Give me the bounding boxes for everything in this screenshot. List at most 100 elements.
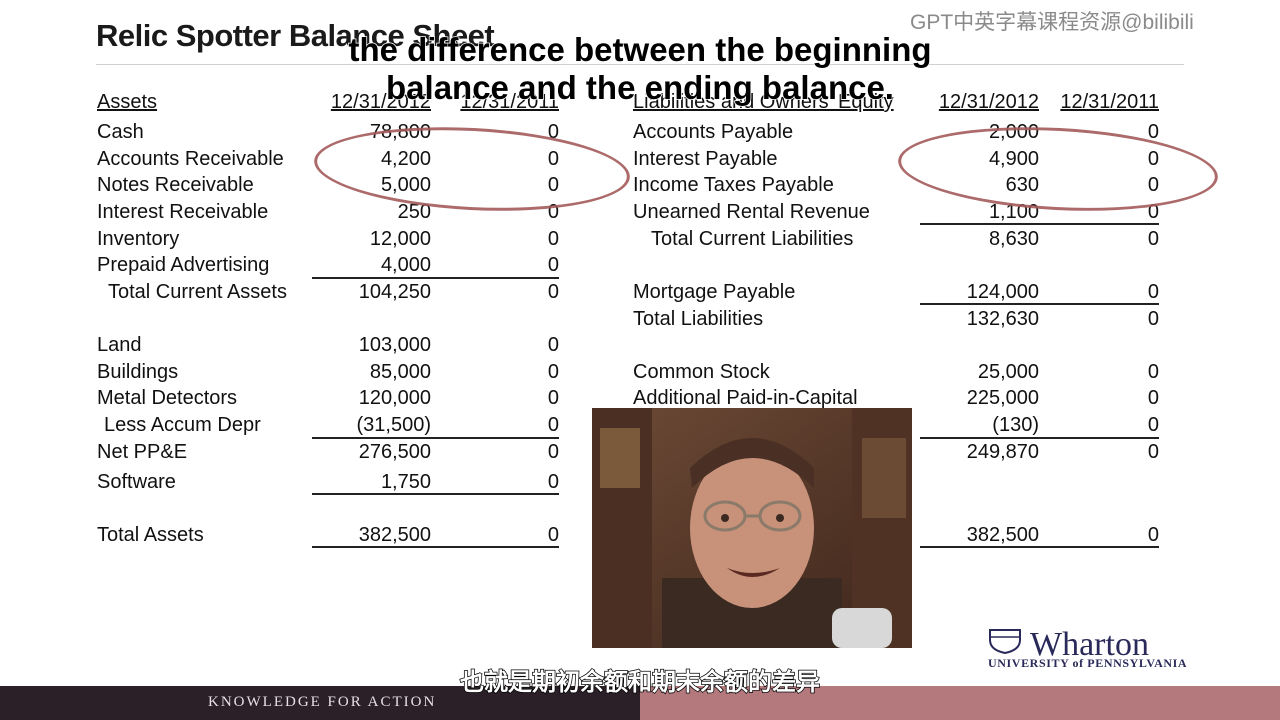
asset-total-2012: 382,500: [358, 524, 431, 546]
subtotal-underline: [920, 437, 1159, 439]
penn-shield-icon: [989, 629, 1021, 654]
asset-total-label: Total Assets: [97, 524, 204, 546]
equity-total-2011: 0: [1147, 441, 1159, 463]
asset-value-2012: (31,500): [356, 414, 432, 436]
liability-value-2011: 0: [1147, 228, 1159, 250]
liab-equity-total-2012: 382,500: [966, 524, 1039, 546]
asset-value-2012: 12,000: [369, 228, 431, 250]
liability-label: Income Taxes Payable: [633, 174, 834, 196]
asset-value-2012: 103,000: [358, 334, 431, 356]
presenter-video: [592, 408, 912, 648]
liability-label: Unearned Rental Revenue: [633, 201, 870, 223]
liability-label: Interest Payable: [633, 148, 778, 170]
asset-value-2011: 0: [547, 201, 559, 223]
asset-value-2011: 0: [547, 148, 559, 170]
subtotal-underline: [312, 277, 559, 279]
asset-label: Metal Detectors: [97, 387, 238, 409]
caption-line-2: balance and the ending balance.: [385, 68, 894, 107]
equity-label: Common Stock: [633, 361, 770, 383]
liability-value-2012: 2,000: [988, 121, 1039, 143]
subtotal-underline: [920, 223, 1159, 225]
asset-value-2011: 0: [547, 228, 559, 250]
asset-value-2011: 0: [547, 334, 559, 356]
wharton-logo-text: Wharton: [1030, 626, 1149, 663]
liability-value-2011: 0: [1147, 308, 1159, 330]
asset-value-2012: 4,200: [380, 148, 431, 170]
asset-value-2011: 0: [547, 387, 559, 409]
wharton-logo-subtitle: UNIVERSITY of PENNSYLVANIA: [988, 656, 1188, 670]
liability-label: Mortgage Payable: [633, 281, 796, 303]
subtotal-underline: [312, 437, 559, 439]
asset-label: Software: [97, 471, 176, 493]
footer-accent: [640, 686, 1280, 720]
asset-value-2012: 1,750: [380, 471, 431, 493]
assets-header: Assets: [97, 91, 158, 113]
asset-value-2011: 0: [547, 281, 559, 303]
liabilities-header: Liabilities and Owners' Equity: [633, 91, 894, 113]
equity-total-2012: 249,870: [966, 441, 1039, 463]
liability-value-2011: 0: [1147, 201, 1159, 223]
liabilities-col-2011: 12/31/2011: [1060, 91, 1159, 113]
caption-line-1: the difference between the beginning: [348, 30, 933, 69]
title-divider: [96, 64, 1184, 65]
asset-label: Buildings: [97, 361, 179, 383]
asset-value-2011: 0: [547, 441, 559, 463]
liab-equity-total-2011: 0: [1147, 524, 1159, 546]
presenter-image: [592, 408, 912, 648]
equity-label: Additional Paid-in-Capital: [633, 387, 858, 409]
subtitle-chinese: 也就是期初余额和期末余额的差异: [459, 668, 821, 697]
asset-value-2011: 0: [547, 414, 559, 436]
liability-value-2012: 8,630: [988, 228, 1039, 250]
subtotal-underline: [920, 303, 1159, 305]
asset-label: Land: [97, 334, 142, 356]
asset-label: Net PP&E: [97, 441, 188, 463]
subtotal-underline: [312, 493, 559, 495]
asset-value-2012: 250: [397, 201, 431, 223]
liability-value-2012: 630: [1005, 174, 1039, 196]
watermark: GPT中英字幕课程资源@bilibili: [906, 6, 1198, 36]
equity-value-2011: 0: [1147, 387, 1159, 409]
asset-value-2012: 5,000: [380, 174, 431, 196]
asset-label: Less Accum Depr: [104, 414, 261, 436]
liability-subtotal-label: Total Current Liabilities: [651, 228, 854, 250]
asset-value-2012: 120,000: [358, 387, 431, 409]
liability-value-2011: 0: [1147, 174, 1159, 196]
asset-value-2011: 0: [547, 174, 559, 196]
liability-value-2011: 0: [1147, 281, 1159, 303]
asset-subtotal-label: Total Current Assets: [108, 281, 287, 303]
liability-label: Total Liabilities: [633, 308, 764, 330]
footer-bar: [0, 686, 640, 720]
asset-value-2012: 104,250: [358, 281, 431, 303]
equity-value-2011: 0: [1147, 414, 1159, 436]
total-underline: [312, 546, 559, 548]
asset-label: Prepaid Advertising: [97, 254, 270, 276]
footer-tagline: KNOWLEDGE FOR ACTION: [208, 694, 437, 710]
asset-label: Notes Receivable: [97, 174, 254, 196]
equity-value-2012: 25,000: [977, 361, 1039, 383]
asset-value-2012: 85,000: [369, 361, 431, 383]
assets-col-2012: 12/31/2012: [330, 91, 431, 113]
liability-value-2012: 4,900: [988, 148, 1039, 170]
assets-col-2011: 12/31/2011: [460, 91, 559, 113]
asset-label: Interest Receivable: [97, 201, 269, 223]
asset-value-2011: 0: [547, 254, 559, 276]
highlight-oval-receivables: [312, 119, 632, 219]
equity-value-2012: 225,000: [966, 387, 1039, 409]
equity-value-2012: (130): [992, 414, 1039, 436]
asset-value-2011: 0: [547, 471, 559, 493]
equity-value-2011: 0: [1147, 361, 1159, 383]
liability-value-2012: 124,000: [966, 281, 1039, 303]
liability-value-2012: 132,630: [966, 308, 1039, 330]
asset-value-2012: 4,000: [380, 254, 431, 276]
asset-label: Accounts Receivable: [97, 148, 284, 170]
liability-value-2011: 0: [1147, 121, 1159, 143]
highlight-oval-payables: [896, 119, 1220, 219]
asset-value-2011: 0: [547, 121, 559, 143]
asset-value-2012: 276,500: [358, 441, 431, 463]
asset-value-2011: 0: [547, 361, 559, 383]
asset-label: Inventory: [97, 228, 180, 250]
asset-label: Cash: [97, 121, 144, 143]
liabilities-col-2012: 12/31/2012: [938, 91, 1039, 113]
slide-title: Relic Spotter Balance Sheet: [96, 18, 495, 53]
asset-value-2012: 78,800: [369, 121, 431, 143]
